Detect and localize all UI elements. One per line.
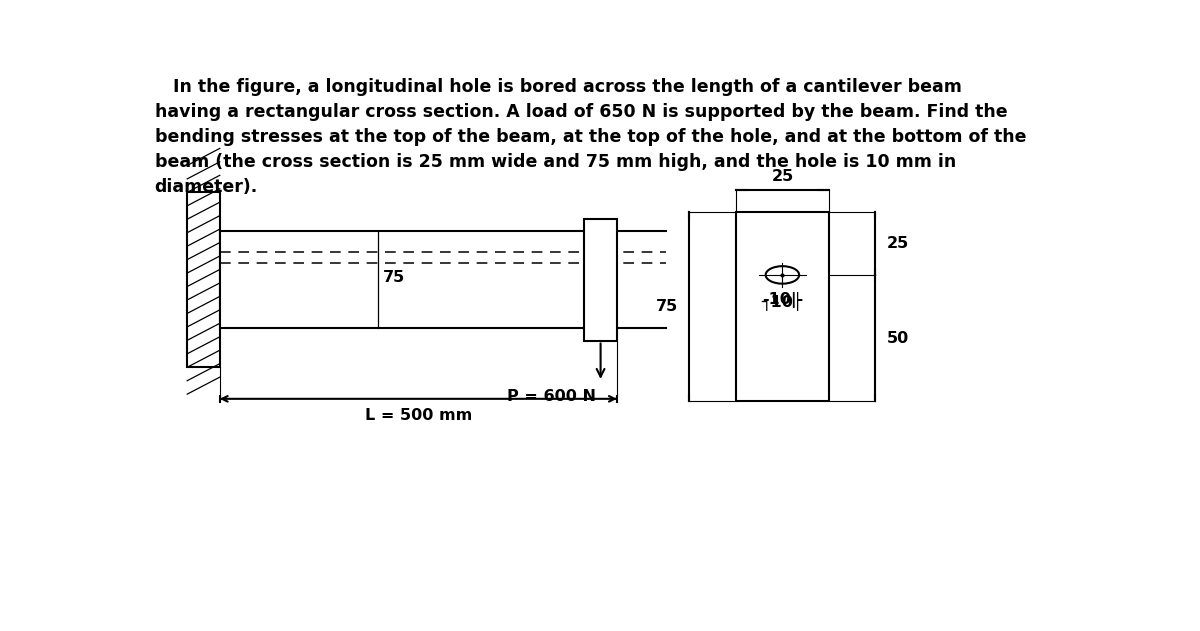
Bar [584,219,617,341]
Text: In the figure, a longitudinal hole is bored across the length of a cantilever be: In the figure, a longitudinal hole is bo… [155,78,1026,196]
Text: 25: 25 [887,236,908,251]
Bar [220,231,611,328]
Bar [187,192,220,367]
Bar [736,212,829,401]
Text: 25: 25 [772,169,793,184]
Circle shape [766,266,799,284]
Text: L = 500 mm: L = 500 mm [365,408,472,423]
Text: ┐10│: ┐10│ [762,292,803,312]
Text: P = 600 N: P = 600 N [506,389,596,404]
Text: 75: 75 [656,299,678,314]
Text: 50: 50 [887,331,908,346]
Text: 75: 75 [383,270,404,285]
Text: -10|-: -10|- [762,292,803,309]
